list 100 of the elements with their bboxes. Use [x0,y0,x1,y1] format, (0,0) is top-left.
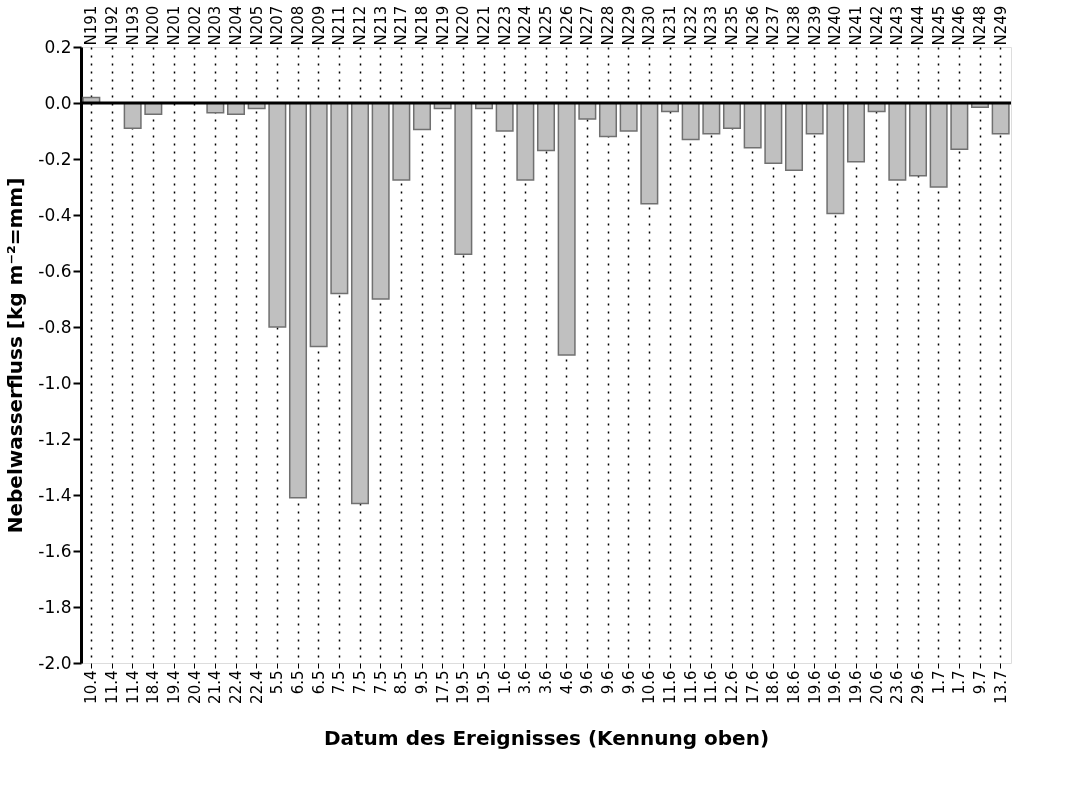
x-tick-label: 19.5 [475,670,493,704]
y-tick-label: -0.4 [38,204,72,225]
text: N233 [702,5,721,46]
x-tick-label: 9.6 [599,670,617,695]
text: N204 [227,5,245,46]
text: N226 [557,5,576,46]
text: N211 [330,5,349,46]
x-tick-label: 1.7 [950,670,969,695]
x-tick-label: 5.5 [268,670,287,695]
x-tick-label: 7.5 [371,670,390,695]
text: N246 [950,5,969,46]
text: N207 [268,5,287,46]
text: N209 [309,5,328,46]
y-tick-label: -1.2 [38,428,72,449]
x-tick-label: 13.7 [991,670,1010,704]
x-tick-label: 11.6 [661,670,679,704]
text: N220 [454,5,473,46]
y-tick-label: 0.2 [44,36,72,57]
x-tick-label: 21.4 [206,670,225,704]
text: N205 [247,5,266,46]
text: N245 [929,5,948,46]
text: N225 [537,5,555,46]
y-tick-label: -1.6 [38,540,72,561]
x-tick-label: 11.4 [123,670,142,704]
text: N219 [433,5,452,46]
text: N223 [495,5,514,46]
x-tick-label: 1.6 [495,670,514,695]
x-tick-label: 22.4 [247,670,266,704]
text: N232 [681,5,700,46]
y-tick-label: -2.0 [38,652,72,673]
text: N238 [785,5,803,46]
x-tick-label: 20.6 [867,670,886,704]
x-tick-label: 10.6 [640,670,659,704]
text: N248 [971,5,989,46]
x-tick-label: 3.6 [537,670,555,695]
x-tick-label: 7.5 [351,670,369,695]
x-tick-label: 19.6 [805,670,824,704]
text: N193 [123,5,142,46]
text: N231 [661,5,679,46]
text: N191 [82,5,101,46]
x-tick-label: 17.6 [743,670,762,704]
y-tick-label: -0.6 [38,260,72,281]
x-tick-label: 4.6 [557,670,576,695]
text: N230 [640,5,659,46]
y-tick-label: -0.2 [38,148,72,169]
x-tick-label: 22.4 [227,670,245,704]
x-tick-label: 18.6 [785,670,803,704]
text: N217 [392,5,411,46]
x-tick-label: 6.5 [289,670,307,695]
y-tick-label: -1.4 [38,484,72,505]
text: N227 [578,5,597,46]
text: N201 [165,5,183,46]
text: N224 [516,5,535,46]
x-tick-label: 12.6 [723,670,741,704]
text: N235 [723,5,741,46]
x-tick-label: 9.6 [619,670,638,695]
text: N242 [867,5,886,46]
x-tick-label: 11.6 [702,670,721,704]
text: N229 [619,5,638,46]
x-tick-label: 29.6 [909,670,927,704]
x-tick-label: 9.5 [413,670,431,695]
x-tick-label: 9.6 [578,670,597,695]
x-tick-label: 17.5 [433,670,452,704]
text: N236 [743,5,762,46]
text: N244 [909,5,927,46]
text: N239 [805,5,824,46]
x-tick-label: 10.4 [82,670,101,704]
y-tick-label: -1.8 [38,596,72,617]
text: N212 [351,5,369,46]
y-axis-title: Nebelwasserfluss [kg m⁻²=mm] [3,177,28,534]
text: N249 [991,5,1010,46]
x-tick-label: 7.5 [330,670,349,695]
text: N192 [103,5,121,46]
text: N203 [206,5,225,46]
text: N240 [826,5,845,46]
x-tick-label: 1.7 [929,670,948,695]
y-tick-label: 0.0 [44,92,72,113]
x-tick-label: 18.6 [764,670,783,704]
text: N200 [144,5,163,46]
x-tick-label: 20.4 [185,670,204,704]
text: N221 [475,5,493,46]
x-tick-label: 19.5 [454,670,473,704]
text: N218 [413,5,431,46]
x-tick-label: 3.6 [516,670,535,695]
x-tick-label: 11.4 [103,670,121,704]
x-axis-title: Datum des Ereignisses (Kennung oben) [323,725,770,750]
x-tick-label: 23.6 [888,670,907,704]
x-tick-label: 19.4 [165,670,183,704]
text: N228 [599,5,617,46]
y-tick-label: -0.8 [38,316,72,337]
x-tick-label: 19.6 [847,670,865,704]
text: N202 [185,5,204,46]
x-tick-label: 11.6 [681,670,700,704]
x-tick-label: 8.5 [392,670,411,695]
text: N208 [289,5,307,46]
x-tick-label: 6.5 [309,670,328,695]
text: N213 [371,5,390,46]
text: N243 [888,5,907,46]
x-tick-label: 18.4 [144,670,163,704]
x-tick-label: 19.6 [826,670,845,704]
